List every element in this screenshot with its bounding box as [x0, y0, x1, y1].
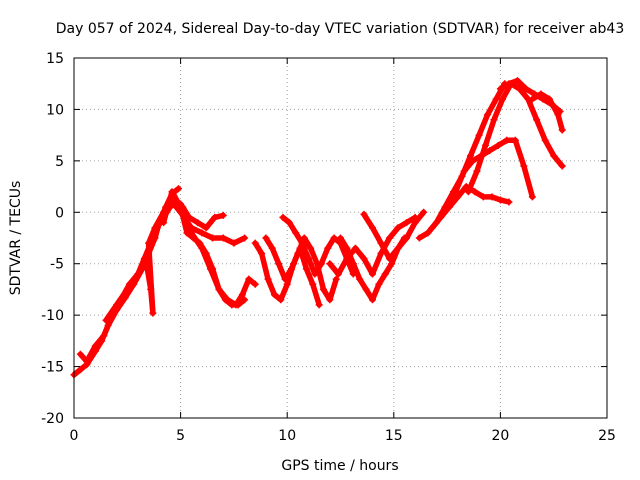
point-band — [303, 266, 316, 288]
x-axis-label: GPS time / hours — [281, 458, 398, 474]
y-tick-label: -15 — [41, 360, 64, 376]
data-point — [174, 185, 182, 193]
point-band — [246, 276, 258, 288]
chart-title: Day 057 of 2024, Sidereal Day-to-day VTE… — [56, 21, 625, 37]
data-point — [332, 275, 340, 283]
y-tick-label: -10 — [41, 308, 64, 324]
point-band — [265, 276, 278, 298]
data-point — [420, 208, 428, 216]
y-tick-label: 15 — [46, 51, 64, 67]
y-tick-label: 10 — [46, 102, 64, 118]
x-tick-label: 10 — [278, 428, 296, 444]
point-band — [310, 281, 322, 308]
y-tick-label: 5 — [55, 154, 64, 170]
point-band — [207, 266, 222, 293]
point-band — [403, 219, 418, 241]
y-tick-label: -20 — [41, 411, 64, 427]
data-point — [558, 162, 566, 170]
point-band — [369, 281, 382, 303]
point-band — [327, 276, 339, 303]
point-band — [258, 250, 271, 282]
point-band — [145, 240, 156, 316]
x-tick-label: 15 — [385, 428, 403, 444]
data-point — [219, 211, 227, 219]
point-band — [269, 245, 282, 267]
y-axis-label: SDTVAR / TECUs — [8, 181, 24, 296]
data-point — [558, 126, 566, 134]
point-band — [465, 168, 480, 195]
data-point — [505, 198, 513, 206]
point-band — [525, 96, 540, 123]
x-tick-label: 25 — [598, 428, 616, 444]
point-band — [177, 201, 195, 236]
point-band — [533, 116, 548, 144]
series-satellite-track-11 — [360, 208, 428, 263]
point-band — [160, 188, 175, 226]
point-band — [152, 209, 167, 231]
point-band — [369, 224, 384, 246]
data-point — [315, 301, 323, 309]
point-band — [188, 230, 205, 252]
point-band — [491, 96, 506, 123]
point-band — [482, 116, 497, 149]
point-band — [403, 214, 418, 226]
point-band — [101, 312, 116, 339]
plot-frame — [73, 57, 608, 419]
point-band — [299, 240, 312, 262]
point-band — [288, 250, 301, 272]
point-band — [369, 250, 384, 277]
data-points — [70, 77, 566, 379]
point-band — [521, 163, 536, 200]
y-tick-label: 0 — [55, 205, 64, 221]
y-tick-labels: -20 -15 -10 -5 0 5 10 15 — [41, 51, 64, 427]
series-satellite-track-8 — [279, 213, 357, 278]
point-band — [113, 286, 131, 308]
point-band — [412, 209, 427, 226]
point-band — [124, 271, 141, 293]
x-tick-labels: 0 5 10 15 20 25 — [70, 428, 616, 444]
point-band — [84, 343, 99, 365]
point-band — [199, 245, 214, 272]
series-satellite-track-17 — [528, 90, 566, 134]
point-band — [318, 245, 331, 267]
x-tick-label: 5 — [176, 428, 185, 444]
point-band — [335, 255, 350, 277]
data-point — [251, 280, 259, 288]
point-band — [307, 245, 320, 267]
x-tick-label: 0 — [70, 428, 79, 444]
point-band — [546, 96, 561, 118]
point-band — [452, 168, 467, 195]
point-band — [512, 137, 527, 169]
x-tick-label: 20 — [491, 428, 509, 444]
point-band — [231, 235, 248, 246]
y-tick-label: -5 — [50, 257, 64, 273]
point-band — [350, 260, 363, 282]
series-satellite-track-5 — [177, 200, 259, 309]
point-band — [542, 137, 557, 159]
point-band — [484, 96, 499, 118]
point-band — [476, 111, 491, 138]
point-band — [474, 142, 489, 174]
point-band — [103, 302, 120, 324]
point-band — [550, 152, 565, 169]
axis-ticks — [73, 57, 608, 419]
point-band — [145, 224, 158, 246]
point-band — [467, 132, 482, 159]
data-point — [241, 234, 249, 242]
data-point — [528, 193, 536, 201]
point-band — [278, 281, 290, 303]
series-satellite-track-10 — [326, 213, 419, 278]
point-band — [444, 188, 459, 210]
